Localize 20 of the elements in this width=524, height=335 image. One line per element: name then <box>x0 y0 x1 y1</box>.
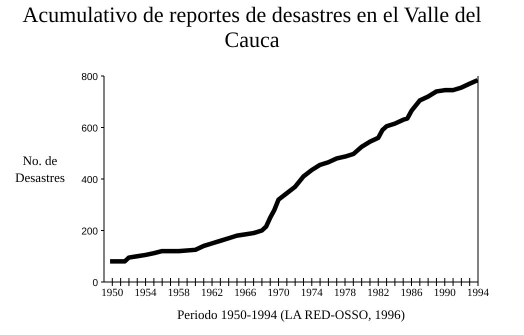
x-tick-label: 1950 <box>101 287 124 299</box>
y-tick-label: 800 <box>81 72 98 83</box>
y-tick-label: 400 <box>81 175 98 186</box>
x-tick-label: 1962 <box>201 287 224 299</box>
x-tick-label: 1974 <box>300 287 324 299</box>
x-tick-label: 1978 <box>334 287 357 299</box>
x-tick-label: 1994 <box>467 287 490 299</box>
x-tick-label: 1986 <box>400 287 424 299</box>
y-tick-label: 600 <box>81 124 98 134</box>
x-tick-label: 1982 <box>367 287 390 299</box>
x-tick-label: 1958 <box>168 287 190 299</box>
y-tick-label: 200 <box>81 226 98 238</box>
y-axis-title: No. de Desastres <box>15 153 65 185</box>
y-tick-label: 0 <box>92 278 98 289</box>
x-tick-label: 1970 <box>268 287 290 299</box>
x-tick-label: 1990 <box>434 287 456 299</box>
x-tick-label: 1954 <box>134 287 158 299</box>
x-tick-label: 1966 <box>234 287 257 299</box>
x-axis-title: Periodo 1950-1994 (LA RED-OSSO, 1996) <box>177 307 405 322</box>
chart-title: Acumulativo de reportes de desastres en el Valle del Cauca <box>22 2 482 52</box>
